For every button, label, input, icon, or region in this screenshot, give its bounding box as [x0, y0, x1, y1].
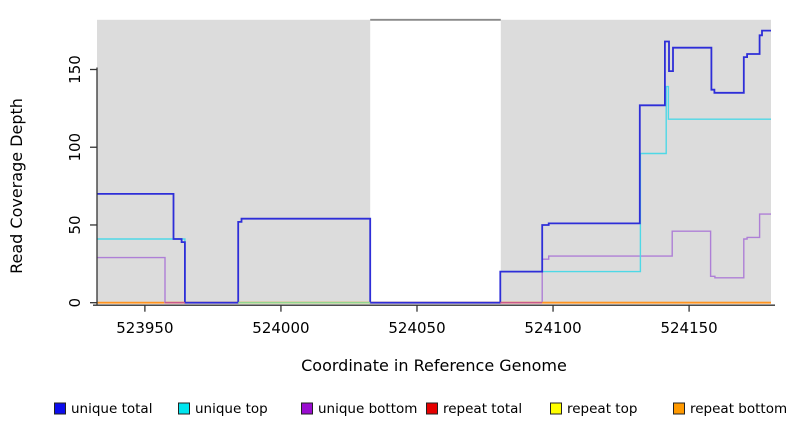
- legend-swatch: [54, 402, 66, 415]
- legend-swatch: [178, 402, 190, 415]
- legend-label: repeat total: [443, 401, 522, 417]
- background-layer: [97, 18, 771, 304]
- legend-swatch: [550, 402, 562, 415]
- y-tick-label: 100: [66, 133, 84, 162]
- x-tick-label: 524150: [660, 319, 717, 337]
- x-tick-label: 524050: [388, 319, 445, 337]
- x-tick-label: 523950: [116, 319, 173, 337]
- legend-item-unique-total: unique total: [54, 401, 152, 417]
- x-tick-label: 524000: [252, 319, 309, 337]
- x-tick-label: 524100: [524, 319, 581, 337]
- legend: unique total unique top unique bottom repea…: [54, 401, 787, 417]
- legend-item-unique-top: unique top: [178, 401, 268, 417]
- legend-label: unique top: [195, 401, 268, 417]
- legend-item-repeat-bottom: repeat bottom: [673, 401, 787, 417]
- series-line-unique-bottom: [97, 213, 771, 304]
- shaded-region: [97, 19, 371, 304]
- legend-label: unique bottom: [318, 401, 417, 417]
- legend-label: unique total: [71, 401, 152, 417]
- y-tick-label: 50: [66, 215, 84, 234]
- y-tick-label: 150: [66, 55, 84, 84]
- legend-item-repeat-top: repeat top: [550, 401, 637, 417]
- axis-layer: 523950 524000 524050 524100 524150 0 50 100 150: [66, 55, 775, 337]
- y-tick-label: 0: [66, 298, 84, 308]
- legend-item-unique-bottom: unique bottom: [301, 401, 417, 417]
- legend-swatch: [673, 402, 685, 415]
- legend-swatch: [301, 402, 313, 415]
- series-line-unique-total: [97, 29, 771, 304]
- legend-swatch: [426, 402, 438, 415]
- legend-item-repeat-total: repeat total: [426, 401, 522, 417]
- x-axis-title: Coordinate in Reference Genome: [301, 356, 567, 375]
- y-axis-title: Read Coverage Depth: [7, 98, 26, 274]
- legend-label: repeat bottom: [690, 401, 787, 417]
- legend-label: repeat top: [567, 401, 637, 417]
